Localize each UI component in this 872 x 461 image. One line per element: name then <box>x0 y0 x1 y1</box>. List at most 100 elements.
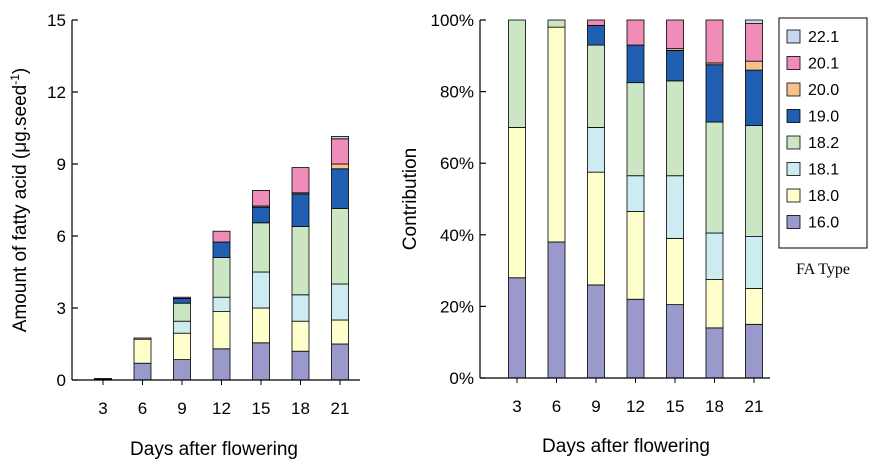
bar-segment-16-0-day-9 <box>587 284 605 379</box>
bar-segment-18-0-day-15 <box>252 307 270 344</box>
bar-segment-18-1-day-15 <box>666 175 684 239</box>
bar-segment-18-0-day-18 <box>291 320 310 352</box>
bar-segment-20-1-day-18 <box>705 19 724 64</box>
bar-segment-16-0-day-21 <box>745 323 763 379</box>
y-tick-label: 6 <box>57 227 66 246</box>
x-tick-label: 6 <box>552 397 561 416</box>
legend-label-18-2: 18.2 <box>808 135 839 152</box>
amount-bars <box>94 135 349 381</box>
legend-swatch-20-0 <box>786 82 801 97</box>
x-tick-label: 9 <box>177 399 186 418</box>
bar-segment-19-0-day-18 <box>705 64 724 123</box>
bar-segment-18-2-day-6 <box>547 19 566 28</box>
legend-swatch-18-2 <box>786 135 801 150</box>
legend-label-16-0: 16.0 <box>808 215 839 232</box>
contribution-x-axis-label: Days after flowering <box>542 436 710 457</box>
bar-segment-18-1-day-9 <box>173 320 191 334</box>
bar-segment-18-2-day-15 <box>252 222 270 273</box>
x-tick-label: 3 <box>512 397 521 416</box>
bar-segment-22-1-day-21 <box>745 19 763 24</box>
y-tick-label: 60% <box>440 154 474 173</box>
bar-segment-18-2-day-18 <box>291 225 310 296</box>
bar-segment-18-2-day-9 <box>173 302 191 322</box>
bar-segment-19-0-day-9 <box>587 24 605 46</box>
x-tick-label: 18 <box>291 399 310 418</box>
legend-swatch-20-1 <box>786 56 801 70</box>
x-tick-label: 9 <box>591 397 600 416</box>
bar-segment-16-0-day-15 <box>666 304 684 379</box>
bar-segment-18-0-day-3 <box>508 127 526 279</box>
legend-label-20-1: 20.1 <box>808 56 839 73</box>
bar-segment-18-0-day-6 <box>547 26 566 243</box>
legend-swatch-18-1 <box>786 162 801 176</box>
bar-segment-18-0-day-21 <box>331 319 349 345</box>
legend-label-20-0: 20.0 <box>808 82 839 99</box>
bar-segment-19-0-day-18 <box>291 193 310 227</box>
bar-segment-18-2-day-12 <box>212 257 231 298</box>
x-tick-label: 12 <box>212 399 231 418</box>
x-tick-label: 21 <box>745 397 764 416</box>
bar-segment-19-0-day-12 <box>626 44 645 84</box>
legend-label-19-0: 19.0 <box>808 109 839 126</box>
bar-segment-18-2-day-6 <box>133 337 152 340</box>
legend-label-18-1: 18.1 <box>808 162 839 179</box>
legend-label-18-0: 18.0 <box>808 188 839 205</box>
legend: 22.1 20.1 20.0 19.0 18.2 18.1 18.0 16.0 FA Type <box>778 17 868 278</box>
bar-segment-19-0-day-12 <box>212 241 231 259</box>
bar-segment-20-1-day-15 <box>666 19 684 50</box>
bar-segment-20-1-day-9 <box>173 296 191 299</box>
y-tick-label: 12 <box>47 83 66 102</box>
contribution-y-ticks: 0% 20% 40% 60% 80% 100% <box>431 11 486 388</box>
amount-chart: 0 3 6 9 12 15 3 6 9 12 15 18 21 Days after flowerin… <box>8 11 360 460</box>
y-tick-label: 0% <box>449 369 474 388</box>
legend-items: 22.1 20.1 20.0 19.0 18.2 18.1 18.0 16.0 <box>786 29 839 232</box>
bar-segment-18-1-day-18 <box>705 232 724 280</box>
y-tick-label: 15 <box>47 11 66 30</box>
bar-segment-16-0-day-6 <box>547 241 566 379</box>
y-tick-label: 20% <box>440 297 474 316</box>
legend-title: FA Type <box>796 261 850 278</box>
x-tick-label: 18 <box>705 397 724 416</box>
bar-segment-19-0-day-21 <box>745 69 763 127</box>
amount-y-axis-label: Amount of fatty acid (μg.seed-1) <box>8 68 31 333</box>
bar-segment-18-1-day-9 <box>587 127 605 173</box>
y-tick-label: 100% <box>431 11 474 30</box>
x-tick-label: 3 <box>98 399 107 418</box>
x-tick-label: 6 <box>138 399 147 418</box>
bar-segment-18-1-day-12 <box>626 175 645 212</box>
bar-segment-18-1-day-21 <box>331 283 349 321</box>
bar-segment-16-0-day-21 <box>331 343 349 381</box>
bar-segment-18-2-day-3 <box>508 19 526 128</box>
y-tick-label: 3 <box>57 299 66 318</box>
legend-swatch-22-1 <box>786 29 801 44</box>
bar-segment-18-0-day-18 <box>705 279 724 329</box>
bar-segment-16-0-day-9 <box>173 359 191 381</box>
bar-segment-18-0-day-12 <box>212 311 231 350</box>
contribution-x-ticks: 3 6 9 12 15 18 21 <box>512 378 763 416</box>
bar-segment-18-0-day-12 <box>626 211 645 300</box>
bar-segment-18-0-day-15 <box>666 237 684 306</box>
bar-segment-18-1-day-18 <box>291 294 310 322</box>
bar-segment-20-1-day-12 <box>626 19 645 46</box>
bar-segment-20-1-day-12 <box>212 230 231 243</box>
legend-swatch-16-0 <box>786 215 801 229</box>
bar-segment-16-0-day-18 <box>705 327 724 379</box>
contribution-bars <box>508 19 763 379</box>
bar-segment-19-0-day-15 <box>666 50 684 82</box>
bar-segment-18-1-day-15 <box>252 271 270 309</box>
bar-segment-22-1-day-21 <box>331 135 349 140</box>
bar-segment-20-0-day-21 <box>331 163 349 170</box>
contribution-y-axis-label: Contribution <box>400 148 421 250</box>
bar-segment-20-0-day-21 <box>745 60 763 71</box>
y-tick-label: 0 <box>57 371 66 390</box>
x-tick-label: 15 <box>666 397 685 416</box>
bar-segment-19-0-day-15 <box>252 206 270 224</box>
bar-segment-18-0-day-9 <box>587 171 605 286</box>
bar-segment-19-0-day-21 <box>331 168 349 209</box>
bar-segment-18-2-day-15 <box>666 80 684 177</box>
x-tick-label: 15 <box>252 399 271 418</box>
bar-segment-20-1-day-21 <box>745 23 763 62</box>
bar-segment-18-0-day-9 <box>173 332 191 361</box>
bar-segment-18-1-day-21 <box>745 236 763 289</box>
